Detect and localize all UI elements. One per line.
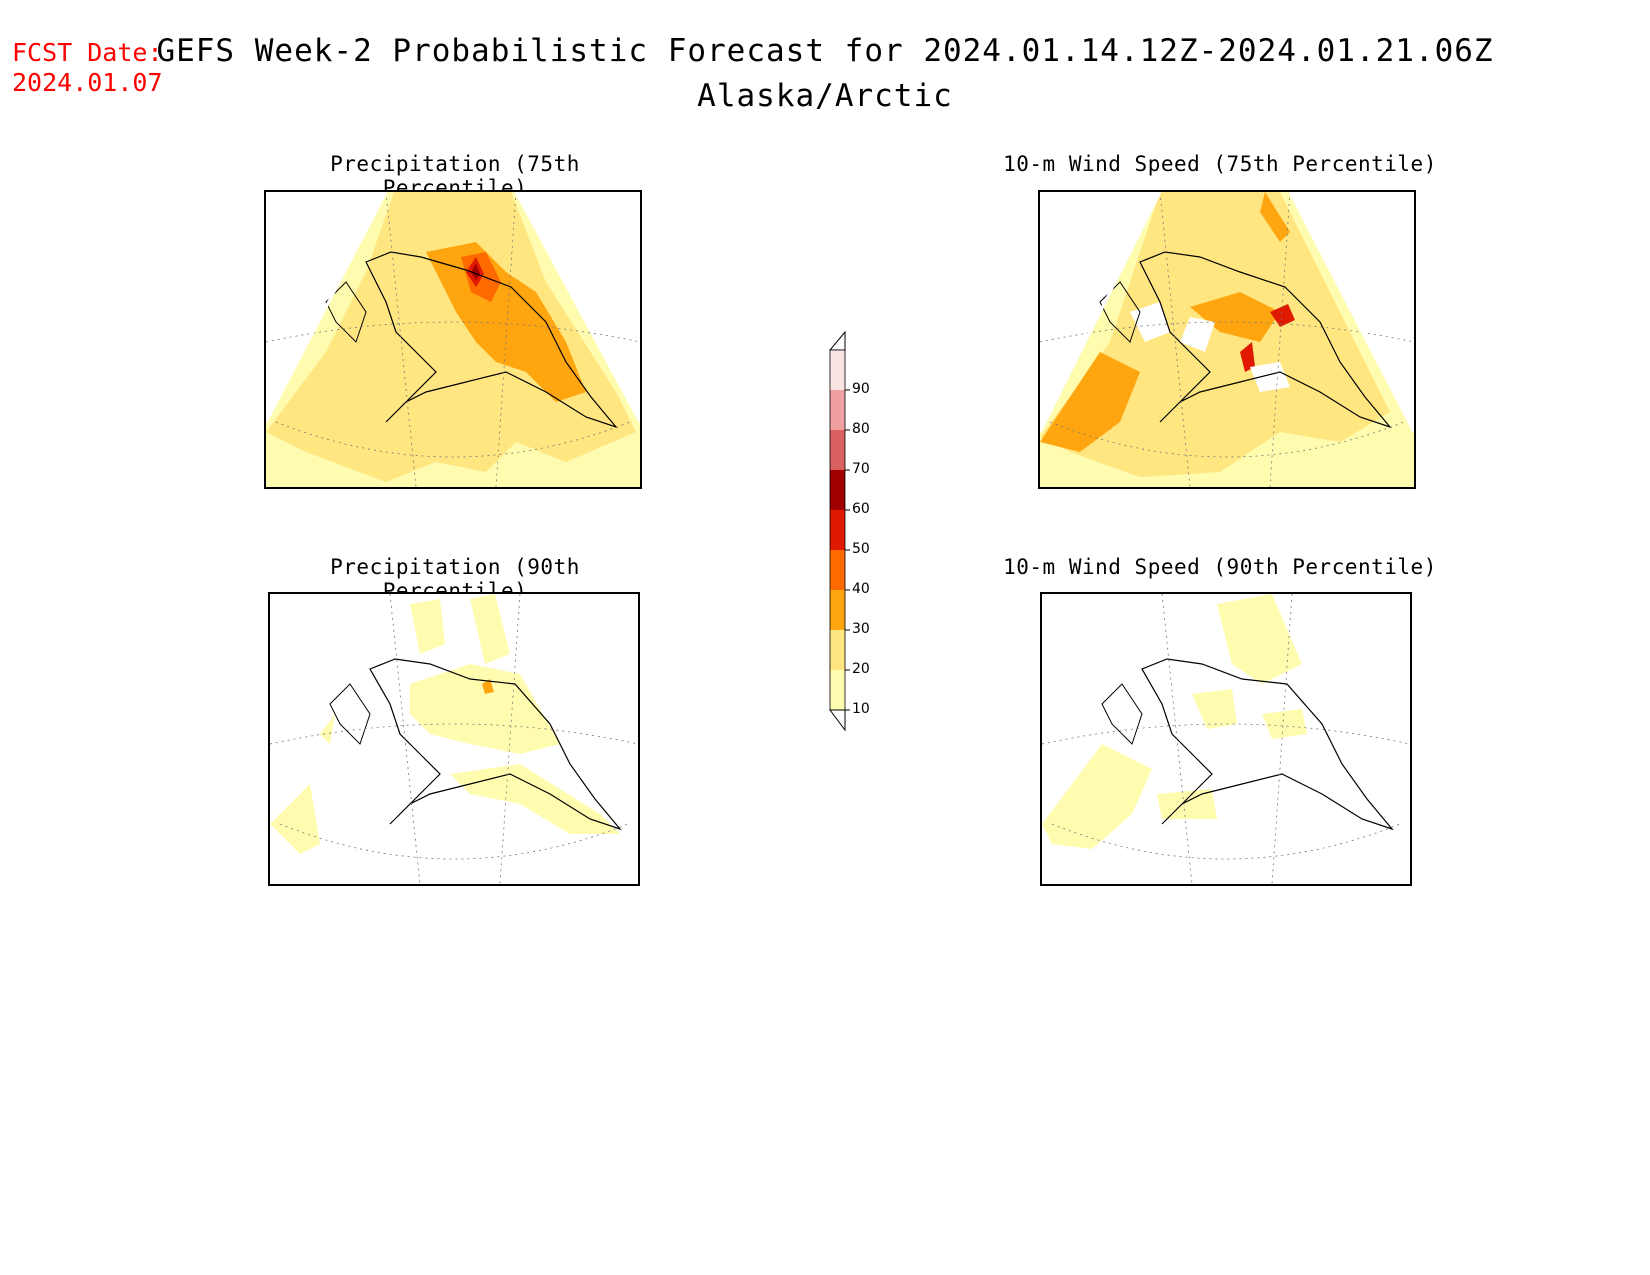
map-precip-90 (268, 592, 640, 886)
page-subtitle: Alaska/Arctic (697, 78, 953, 114)
colorbar-graphic (828, 330, 850, 732)
colorbar-segment (830, 470, 845, 510)
panel-title-wind-90: 10-m Wind Speed (90th Percentile) (1003, 555, 1437, 579)
colorbar-label: 10 (852, 701, 870, 717)
colorbar-label: 30 (852, 621, 870, 637)
colorbar-segment (830, 590, 845, 630)
panel-title-wind-75: 10-m Wind Speed (75th Percentile) (1003, 152, 1437, 176)
colorbar-label: 80 (852, 421, 870, 437)
fcst-label: FCST Date: (12, 38, 163, 67)
map-wind-75 (1038, 190, 1416, 489)
map-wind-90 (1040, 592, 1412, 886)
panel-title-precip-90: Precipitation (90th Percentile) (330, 555, 580, 603)
map-precip-75 (264, 190, 642, 489)
colorbar-label: 40 (852, 581, 870, 597)
colorbar-top-cap (828, 330, 846, 351)
colorbar-label: 50 (852, 541, 870, 557)
colorbar-label: 20 (852, 661, 870, 677)
colorbar-segment (830, 510, 845, 550)
colorbar-segment (830, 670, 845, 710)
colorbar-bottom-cap (829, 709, 846, 732)
colorbar-segment (830, 630, 845, 670)
colorbar-label: 90 (852, 381, 870, 397)
colorbar-segment (830, 350, 845, 390)
colorbar-segment (830, 550, 845, 590)
fcst-date: 2024.01.07 (12, 68, 163, 97)
colorbar-segment (830, 390, 845, 430)
colorbar-label: 70 (852, 461, 870, 477)
page-title: GEFS Week-2 Probabilistic Forecast for 2… (156, 33, 1494, 69)
colorbar (820, 330, 880, 754)
colorbar-label: 60 (852, 501, 870, 517)
colorbar-segment (830, 430, 845, 470)
fcst-date-label: FCST Date: 2024.01.07 (12, 38, 163, 98)
